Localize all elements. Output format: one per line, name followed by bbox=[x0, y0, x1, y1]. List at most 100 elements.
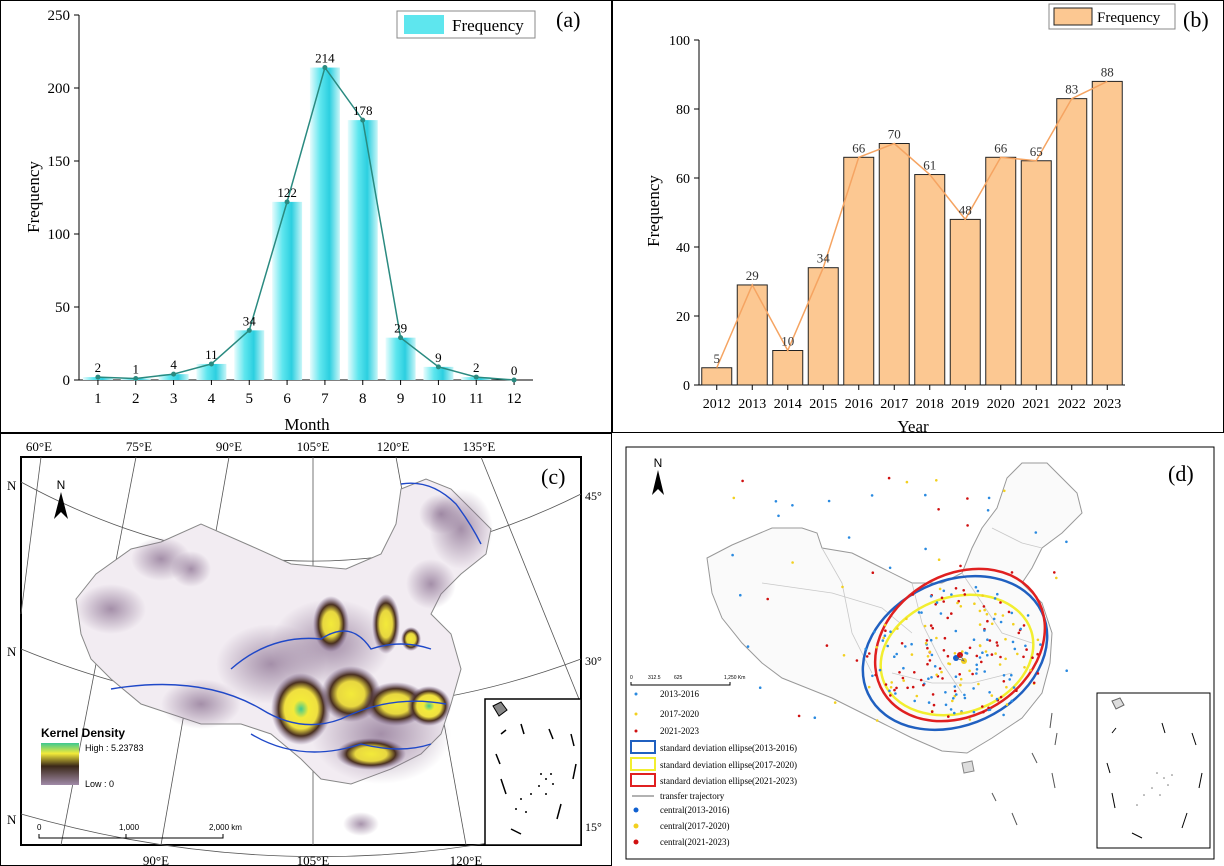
incident-point bbox=[966, 497, 969, 500]
a-xtick-label: 8 bbox=[359, 391, 367, 407]
incident-points bbox=[731, 476, 1068, 722]
svg-text:0: 0 bbox=[630, 675, 633, 681]
b-data-label: 34 bbox=[817, 251, 831, 266]
lat-left-3: N bbox=[7, 812, 17, 827]
incident-point bbox=[968, 718, 972, 721]
incident-point bbox=[995, 697, 999, 701]
incident-point bbox=[911, 593, 915, 596]
north-arrow-d: N bbox=[652, 456, 664, 495]
incident-point bbox=[995, 641, 999, 644]
south-china-sea-inset-d bbox=[1096, 692, 1211, 849]
incident-point bbox=[1012, 686, 1016, 689]
a-xtick-label: 4 bbox=[208, 391, 216, 407]
a-trend-point bbox=[473, 374, 479, 380]
legend-b-label: Frequency bbox=[1097, 10, 1161, 26]
incident-point bbox=[986, 638, 989, 641]
incident-point bbox=[978, 656, 982, 659]
incident-point bbox=[958, 673, 961, 676]
incident-point bbox=[942, 589, 946, 593]
incident-point bbox=[1008, 678, 1011, 681]
incident-point bbox=[904, 645, 907, 648]
meridian-60 bbox=[20, 456, 42, 615]
incident-point bbox=[871, 674, 874, 678]
incident-point bbox=[1031, 656, 1034, 659]
svg-text:625: 625 bbox=[674, 675, 683, 681]
incident-point bbox=[758, 686, 762, 689]
incident-point bbox=[1012, 622, 1015, 626]
incident-point bbox=[975, 668, 979, 671]
b-xtick-label: 2018 bbox=[916, 397, 944, 412]
b-xtick-label: 2019 bbox=[951, 397, 979, 412]
incident-point bbox=[982, 710, 985, 714]
incident-point bbox=[825, 644, 829, 647]
incident-point bbox=[847, 536, 851, 539]
incident-point bbox=[739, 593, 742, 597]
incident-point bbox=[791, 561, 794, 564]
incident-point bbox=[732, 496, 736, 500]
incident-point bbox=[777, 514, 780, 518]
incident-point bbox=[895, 652, 898, 656]
transfer-trajectory-line bbox=[955, 654, 966, 662]
y-axis-title-b: Frequency bbox=[644, 175, 663, 247]
b-xtick-label: 2014 bbox=[774, 397, 802, 412]
incident-point bbox=[959, 564, 962, 568]
b-bar bbox=[701, 367, 733, 386]
north-label-c: N bbox=[57, 478, 66, 492]
incident-point bbox=[937, 558, 941, 561]
a-trend-point bbox=[322, 65, 328, 71]
a-xtick-label: 2 bbox=[132, 391, 140, 407]
incident-point bbox=[959, 683, 962, 687]
incident-point bbox=[947, 662, 950, 665]
svg-text:312.5: 312.5 bbox=[648, 675, 661, 681]
a-xtick-label: 1 bbox=[94, 391, 102, 407]
incident-point bbox=[988, 691, 991, 694]
incident-point bbox=[949, 708, 953, 711]
b-xtick-label: 2016 bbox=[845, 397, 873, 412]
b-bar bbox=[843, 156, 875, 386]
incident-point bbox=[954, 629, 958, 633]
incident-point bbox=[935, 636, 938, 640]
lon-bottom-1: 90°E bbox=[143, 853, 169, 866]
a-trend-point bbox=[511, 377, 517, 383]
incident-point bbox=[972, 710, 976, 714]
incident-point bbox=[911, 685, 915, 689]
a-xtick-label: 3 bbox=[170, 391, 178, 407]
incident-point bbox=[919, 678, 923, 682]
a-trend-point bbox=[435, 364, 441, 370]
kernel-density-low: Low : 0 bbox=[85, 779, 114, 789]
b-bar bbox=[736, 284, 768, 386]
incident-point bbox=[935, 479, 938, 482]
a-data-label: 9 bbox=[435, 350, 442, 365]
lon-top-4: 105°E bbox=[297, 439, 330, 454]
incident-point bbox=[889, 694, 892, 697]
a-trend-point bbox=[398, 335, 404, 341]
x-axis-title-a: Month bbox=[284, 415, 330, 433]
incident-point bbox=[902, 679, 905, 682]
lon-top-3: 90°E bbox=[216, 439, 242, 454]
incident-point bbox=[1011, 640, 1015, 644]
incident-point bbox=[926, 655, 930, 658]
a-xtick-label: 10 bbox=[431, 391, 446, 407]
incident-point bbox=[1034, 531, 1038, 534]
incident-point bbox=[842, 654, 846, 657]
incident-point bbox=[926, 662, 929, 666]
incident-point bbox=[881, 639, 885, 642]
incident-point bbox=[985, 612, 989, 616]
incident-point bbox=[1053, 571, 1056, 574]
incident-point bbox=[971, 672, 974, 676]
a-bar bbox=[234, 330, 265, 380]
kernel-density-legend: Kernel Density High : 5.23783 Low : 0 bbox=[41, 726, 144, 789]
incident-point bbox=[984, 650, 988, 653]
b-bar bbox=[807, 267, 839, 386]
incident-point bbox=[955, 693, 958, 696]
a-data-label: 178 bbox=[353, 103, 373, 118]
incident-point bbox=[956, 601, 959, 605]
lon-top-5: 120°E bbox=[377, 439, 410, 454]
incident-point bbox=[893, 655, 896, 658]
standard-deviation-ellipse-map: N (d) 0 312.5 625 1,250 Km 2013-2016 201… bbox=[625, 446, 1215, 860]
incident-point bbox=[999, 695, 1003, 699]
incident-point bbox=[959, 677, 963, 681]
b-ytick-label: 100 bbox=[669, 34, 690, 49]
incident-point bbox=[981, 651, 984, 654]
b-data-label: 65 bbox=[1030, 144, 1043, 159]
